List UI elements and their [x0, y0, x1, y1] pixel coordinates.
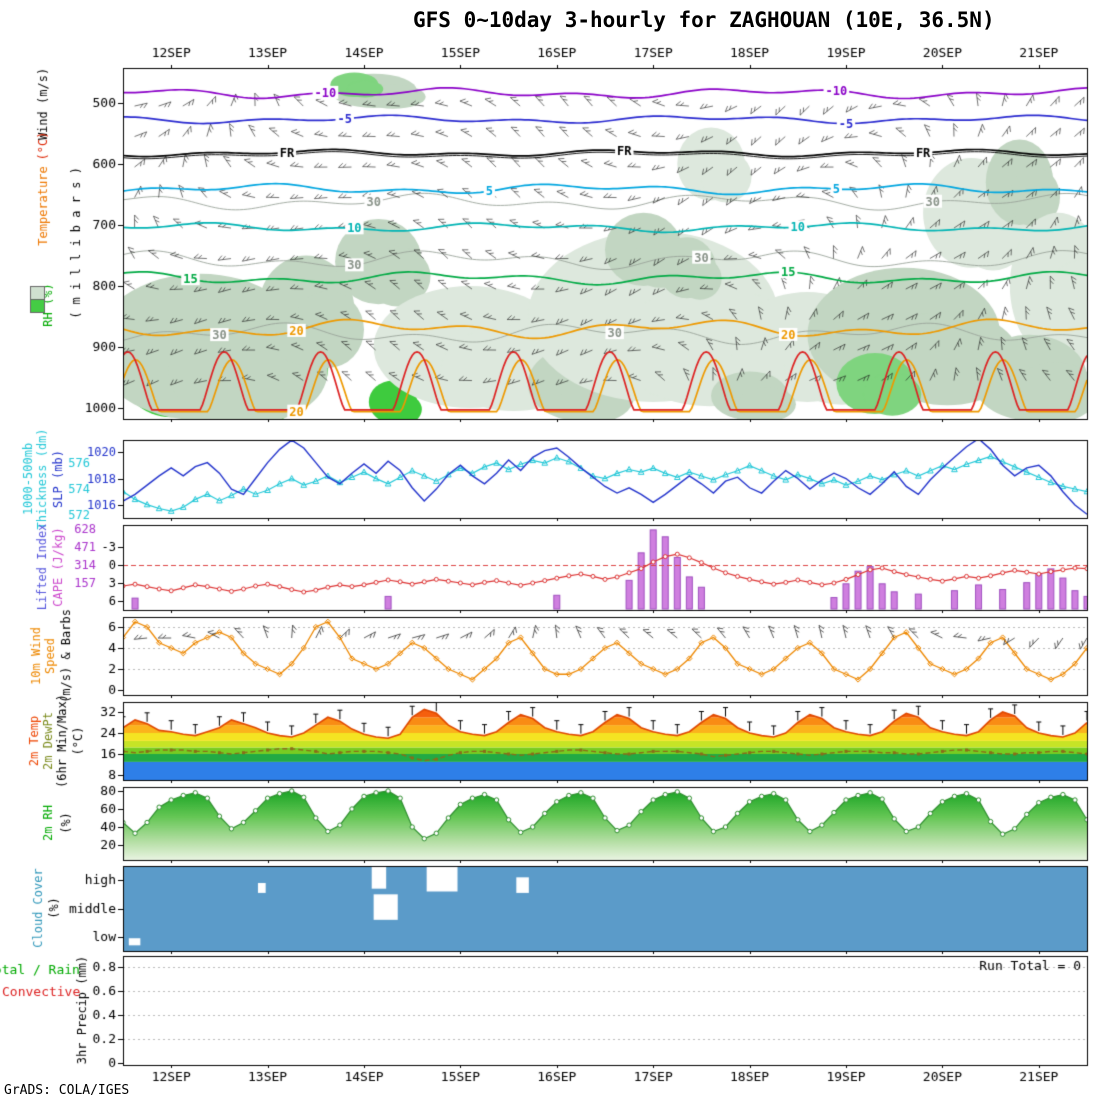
- chart-title: GFS 0~10day 3-hourly for ZAGHOUAN (10E, …: [413, 8, 995, 32]
- grads-credit: GrADS: COLA/IGES: [4, 1083, 130, 1098]
